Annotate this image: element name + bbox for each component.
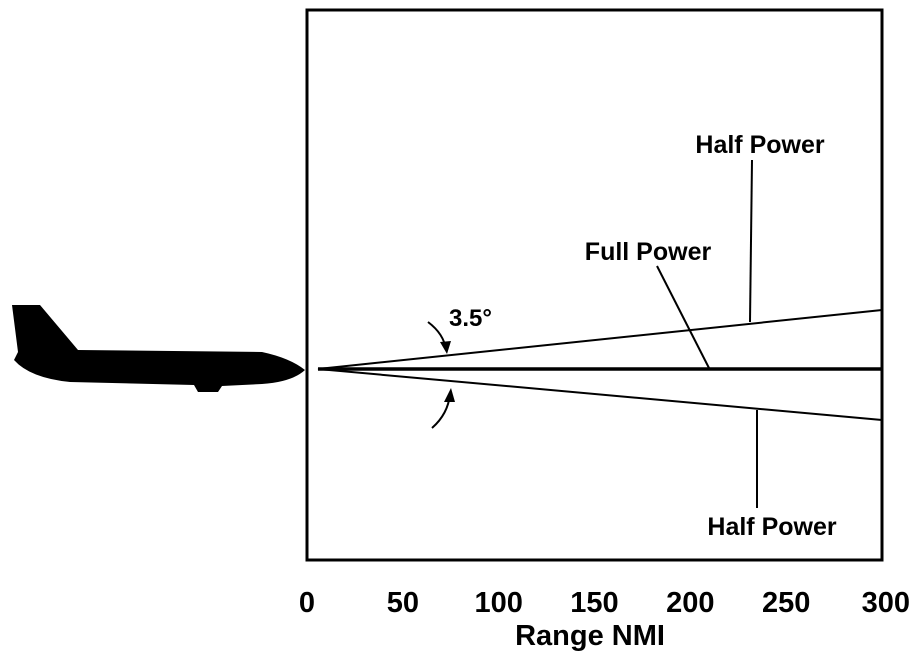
axis-title: Range NMI — [515, 620, 665, 652]
x-tick-label: 50 — [387, 587, 419, 619]
x-tick-label: 0 — [299, 587, 315, 619]
plot-frame — [305, 8, 884, 562]
x-tick-label: 250 — [762, 587, 810, 619]
x-tick-label: 300 — [862, 587, 910, 619]
x-tick-label: 150 — [570, 587, 618, 619]
x-tick-label: 200 — [666, 587, 714, 619]
label: Half Power — [695, 131, 824, 159]
leader-line — [749, 159, 753, 323]
arrow-head — [444, 388, 455, 402]
upper-half-power-beam — [317, 309, 883, 370]
leader-line — [656, 265, 711, 371]
airplane — [12, 305, 305, 392]
label: Full Power — [585, 238, 712, 266]
angle-label: 3.5° — [449, 305, 492, 332]
arrow-head — [440, 341, 451, 354]
x-tick-label: 100 — [474, 587, 522, 619]
label: Half Power — [707, 513, 836, 541]
lower-half-power-beam — [317, 368, 883, 421]
